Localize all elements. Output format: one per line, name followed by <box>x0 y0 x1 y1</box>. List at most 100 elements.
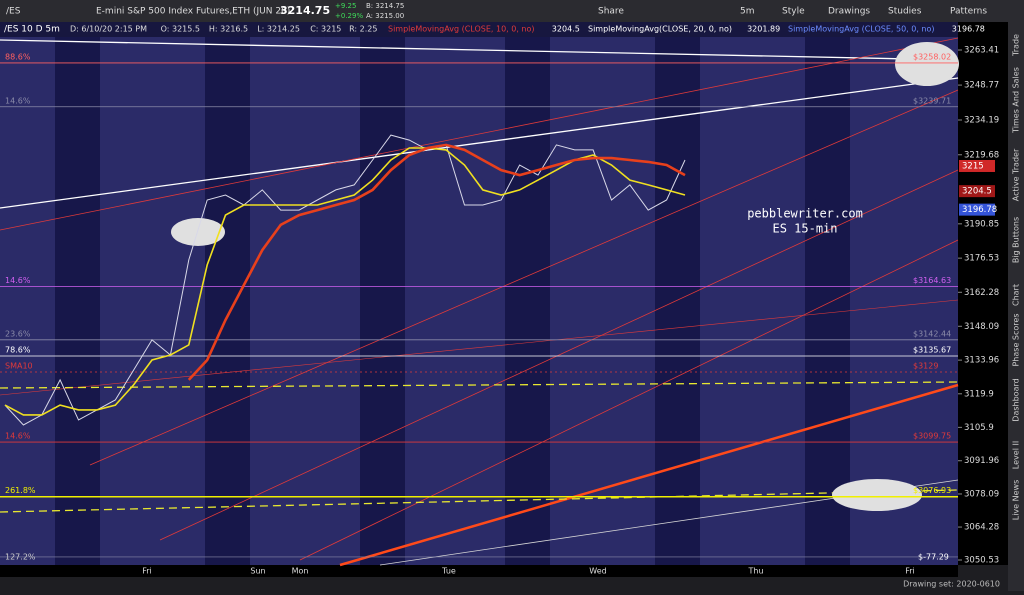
level-pct: SMA10 <box>5 362 33 371</box>
level-pct: 88.6% <box>5 52 31 61</box>
y-tick-label: 3050.53 <box>964 555 999 565</box>
toolbar-button[interactable]: 5m <box>740 7 755 17</box>
sidebar-tab[interactable]: Live News <box>1012 480 1021 521</box>
y-tick-label: 3219.68 <box>964 150 999 160</box>
level-price: $3076.93 <box>913 486 951 495</box>
y-tick-label: 3263.41 <box>964 46 999 56</box>
y-tick-label: 3148.09 <box>964 322 999 332</box>
ohlc: D: 6/10/20 2:15 PM <box>70 25 147 34</box>
ohlc: R: 2.25 <box>349 25 377 34</box>
series-line <box>4 134 686 426</box>
level-pct: 78.6% <box>5 346 31 355</box>
toolbar-texts: /ES E-mini S&P 500 Index Futures,ETH (JU… <box>6 2 404 20</box>
ohlc: C: 3215 <box>310 25 341 34</box>
level-pct: 261.8% <box>5 486 36 495</box>
sidebar-tab[interactable]: Times And Sales <box>1012 67 1021 134</box>
drawing-set[interactable]: Drawing set: 2020-0610 <box>903 580 1000 589</box>
sidebar-tab[interactable]: Dashboard <box>1012 378 1021 421</box>
ohlc: H: 3216.5 <box>209 25 248 34</box>
toolbar-button[interactable]: Style <box>782 7 805 17</box>
study-name: SimpleMovingAvg (CLOSE, 10, 0, no) <box>388 25 535 34</box>
level-price: $3164.63 <box>913 276 951 285</box>
y-tick-label: 3091.96 <box>964 456 999 466</box>
sidebar-tab[interactable]: Big Buttons <box>1012 217 1021 263</box>
symbol[interactable]: /ES <box>6 7 21 17</box>
toolbar <box>0 0 1024 22</box>
session-bands <box>55 37 850 565</box>
annotation: pebblewriter.com <box>747 207 863 221</box>
sidebar <box>1008 0 1024 591</box>
study-value: 3196.78 <box>952 25 985 34</box>
study-name: SimpleMovingAvg(CLOSE, 20, 0, no) <box>588 25 732 34</box>
sidebar-tab[interactable]: Active Trader <box>1012 148 1021 201</box>
chart: 3263.41 3248.77 3234.19 3219.68 3190.85 3176.… <box>0 46 999 576</box>
header-texts: /ES 10 D 5m <box>4 25 60 35</box>
status-bar <box>0 577 1008 591</box>
level-price: $-77.29 <box>918 552 949 561</box>
price-tag-label: 3196.78 <box>962 205 997 215</box>
change-pct: +0.29% <box>335 12 363 20</box>
chart-id: /ES 10 D 5m <box>4 25 60 35</box>
y-tick-label: 3234.19 <box>964 116 999 126</box>
level-pct: 127.2% <box>5 552 36 561</box>
sidebar-tab[interactable]: Phase Scores <box>1012 313 1021 366</box>
annotation: ES 15-min <box>772 222 837 236</box>
price-tag <box>959 203 995 216</box>
ohlc: L: 3214.25 <box>257 25 300 34</box>
description: E-mini S&P 500 Index Futures,ETH (JUN 20… <box>96 7 290 17</box>
bid: B: 3214.75 <box>366 2 404 10</box>
study-value: 3204.5 <box>552 25 580 34</box>
sidebar-tab[interactable]: Trade <box>1012 34 1021 57</box>
level-pct: 23.6% <box>5 329 31 338</box>
x-axis <box>0 565 958 577</box>
y-tick-label: 3078.09 <box>964 489 999 499</box>
x-tick-label: Fri <box>142 567 152 576</box>
plot-area <box>0 37 958 565</box>
x-tick-label: Mon <box>292 567 309 576</box>
header-bar <box>0 22 958 37</box>
price-tag <box>959 159 995 172</box>
series-line <box>187 143 686 381</box>
level-price: $3099.75 <box>913 432 951 441</box>
y-tick-label: 3248.77 <box>964 81 999 91</box>
level-pct: 14.6% <box>5 96 31 105</box>
y-axis <box>958 22 1008 565</box>
toolbar-button[interactable]: Share <box>598 7 624 17</box>
price-tag-label: 3204.5 <box>962 187 992 197</box>
y-tick-label: 3133.96 <box>964 356 999 366</box>
y-tick-label: 3105.9 <box>964 423 994 433</box>
y-tick-label: 3162.28 <box>964 288 999 298</box>
y-tick-label: 3119.9 <box>964 389 994 399</box>
level-price: $3135.67 <box>913 346 951 355</box>
study-value: 3201.89 <box>747 25 780 34</box>
x-tick-label: Wed <box>589 567 606 576</box>
sidebar-tab[interactable]: Level II <box>1012 441 1021 469</box>
level-price: $3258.02 <box>913 52 951 61</box>
last-price: 3214.75 <box>280 4 330 17</box>
x-tick-label: Tue <box>441 567 456 576</box>
change: +9.25 <box>335 2 356 10</box>
ohlc: O: 3215.5 <box>161 25 200 34</box>
trend-lines <box>0 37 959 567</box>
x-tick-label: Fri <box>905 567 915 576</box>
study-name: SimpleMovingAvg (CLOSE, 50, 0, no) <box>788 25 935 34</box>
y-tick-label: 3190.85 <box>964 219 999 229</box>
ask: A: 3215.00 <box>366 12 404 20</box>
level-price: $3239.71 <box>913 96 951 105</box>
price-tag <box>959 185 995 198</box>
level-price: $3142.44 <box>913 329 951 338</box>
toolbar-button[interactable]: Patterns <box>950 7 987 17</box>
x-tick-label: Sun <box>250 567 265 576</box>
sidebar-tab[interactable]: Chart <box>1012 284 1021 306</box>
level-pct: 14.6% <box>5 432 31 441</box>
level-price: $3129 <box>913 362 938 371</box>
level-pct: 14.6% <box>5 276 31 285</box>
toolbar-button[interactable]: Studies <box>888 7 922 17</box>
toolbar-button[interactable]: Drawings <box>828 7 870 17</box>
price-tag-label: 3215 <box>962 161 984 171</box>
x-tick-label: Thu <box>747 567 763 576</box>
y-tick-label: 3176.53 <box>964 254 999 264</box>
y-tick-label: 3064.28 <box>964 523 999 533</box>
